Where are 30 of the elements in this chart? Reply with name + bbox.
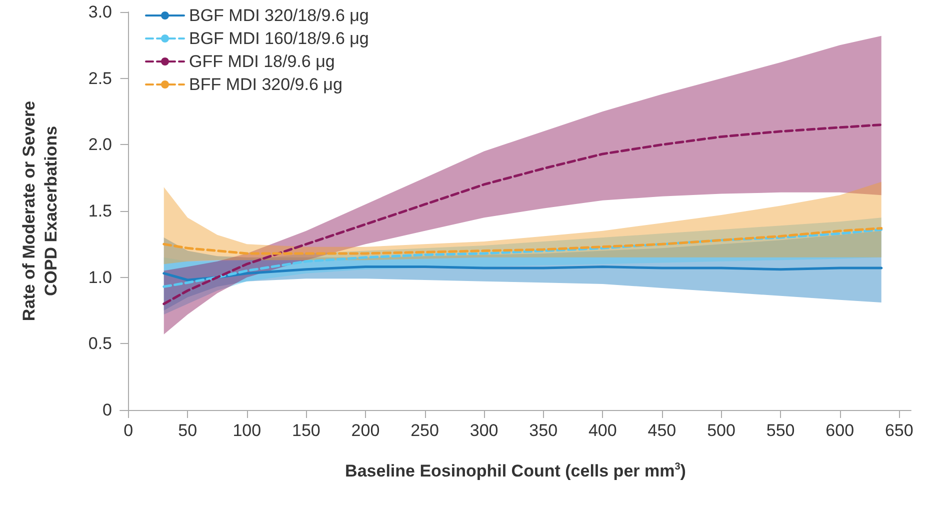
- line-series: [162, 228, 883, 288]
- x-tick-label: 0: [124, 421, 134, 440]
- x-tick-label: 200: [351, 421, 380, 440]
- y-tick-label: 1.5: [88, 202, 112, 220]
- y-tick-label: 2.0: [88, 135, 112, 154]
- legend-label: BFF MDI 320/9.6 μg: [189, 75, 342, 94]
- x-tick-label: 500: [707, 421, 736, 440]
- x-tick-label: 50: [178, 421, 198, 440]
- legend-label: BGF MDI 160/18/9.6 μg: [189, 29, 369, 48]
- line-series: [162, 226, 883, 255]
- x-tick-label: 300: [470, 421, 498, 440]
- legend-label: BGF MDI 320/18/9.6 μg: [189, 6, 369, 25]
- x-tick-label: 150: [292, 421, 320, 440]
- y-tick-label: 3.0: [88, 2, 112, 22]
- x-tick-label: 250: [410, 421, 439, 440]
- y-tick-label: 0: [102, 400, 112, 420]
- y-axis-title: Rate of Moderate or Severe COPD Exacerbations: [20, 100, 60, 322]
- x-tick-label: 400: [588, 421, 617, 440]
- y-tick-label: 2.5: [88, 68, 112, 88]
- line-series: [162, 265, 883, 282]
- x-tick-label: 350: [529, 421, 558, 440]
- x-tick-label: 650: [884, 421, 914, 440]
- y-tick-label: 1.0: [88, 268, 112, 287]
- x-tick-label: 600: [826, 421, 854, 440]
- legend-label: GFF MDI 18/9.6 μg: [189, 52, 335, 71]
- line-series: [162, 124, 883, 306]
- x-tick-label: 450: [648, 421, 676, 440]
- y-tick-label: 0.5: [88, 334, 112, 354]
- x-tick-label: 550: [766, 421, 795, 440]
- x-tick-label: 100: [232, 421, 262, 440]
